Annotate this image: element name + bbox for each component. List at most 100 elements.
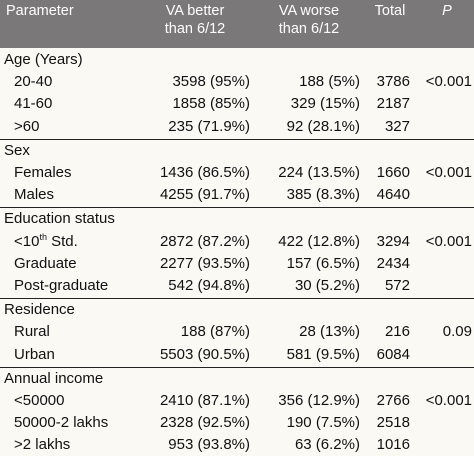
- table-row: Rural 188 (87%) 28 (13%) 216 0.09: [0, 321, 474, 343]
- cell-va-worse: 224 (13.5%): [278, 164, 360, 181]
- cell-va-worse: 329 (15%): [290, 95, 360, 113]
- row-label-text: 41-60: [14, 95, 53, 113]
- cell-va-better: 4255 (91.7%): [159, 186, 250, 204]
- header-parameter: Parameter: [6, 2, 74, 20]
- cell-total: 2187: [376, 95, 410, 113]
- row-label: >2 lakhs: [14, 434, 70, 456]
- cell-p-value: <0.001: [425, 164, 472, 181]
- row-label-text: Graduate: [14, 254, 77, 272]
- cell-va-worse: 92 (28.1%): [286, 117, 360, 135]
- row-label-text: <10: [14, 232, 40, 250]
- cell-va-worse: 28 (13%): [299, 323, 360, 341]
- cell-va-better: 2328 (92.5%): [159, 414, 250, 432]
- table-row: Urban 5503 (90.5%) 581 (9.5%) 6084: [0, 344, 474, 366]
- table-row: >60 235 (71.9%) 92 (28.1%) 327: [0, 116, 474, 138]
- cell-va-better: 1858 (85%): [172, 95, 250, 113]
- table-row: >2 lakhs 953 (93.8%) 63 (6.2%) 1016: [0, 434, 474, 456]
- cell-total: 327: [384, 117, 410, 135]
- cell-total: 1016: [376, 436, 410, 454]
- row-label-text: >2 lakhs: [14, 436, 71, 454]
- section-header-row: Education status: [0, 207, 474, 230]
- cell-total: 3786: [376, 73, 410, 91]
- cell-va-worse: 422 (12.8%): [278, 232, 360, 250]
- row-label: 20-40: [14, 71, 52, 93]
- cell-va-better: 2410 (87.1%): [159, 392, 250, 409]
- cell-total: 4640: [376, 186, 410, 204]
- row-label-text: <50000: [14, 392, 65, 409]
- table-row: Post-graduate 542 (94.8%) 30 (5.2%) 572: [0, 275, 474, 297]
- header-total: Total: [360, 2, 420, 20]
- cell-va-worse: 63 (6.2%): [294, 436, 360, 454]
- cell-p-value: 0.09: [442, 323, 472, 341]
- row-label: Females: [14, 162, 72, 184]
- section-title: Annual income: [4, 369, 104, 387]
- section-title: Sex: [4, 141, 30, 159]
- cell-va-worse: 385 (8.3%): [286, 186, 360, 204]
- header-va-worse-line1: VA worse: [278, 3, 340, 19]
- cell-va-better: 542 (94.8%): [168, 277, 250, 294]
- cell-va-worse: 30 (5.2%): [294, 277, 360, 294]
- section-title: Residence: [4, 301, 75, 319]
- cell-va-better: 188 (87%): [180, 323, 250, 341]
- header-p-value: P: [427, 2, 467, 20]
- cell-va-better: 953 (93.8%): [168, 436, 250, 454]
- cell-va-worse: 188 (5%): [299, 73, 360, 91]
- row-label: >60: [14, 116, 39, 138]
- section-header-row: Age (Years): [0, 49, 474, 71]
- table-row: <10th Std. 2872 (87.2%) 422 (12.8%) 3294 <0.…: [0, 231, 474, 253]
- header-va-worse-line2: than 6/12: [278, 21, 340, 37]
- cell-p-value: <0.001: [425, 232, 472, 250]
- table-row: Graduate 2277 (93.5%) 157 (6.5%) 2434: [0, 253, 474, 275]
- row-label-text: Females: [14, 164, 72, 181]
- row-label-text: 50000-2 lakhs: [14, 414, 109, 432]
- cell-va-worse: 190 (7.5%): [286, 414, 360, 432]
- row-label: 50000-2 lakhs: [14, 412, 108, 434]
- cell-p-value: <0.001: [425, 73, 472, 91]
- row-label: Post-graduate: [14, 275, 108, 297]
- cell-total: 216: [384, 323, 410, 341]
- cell-total: 2518: [376, 414, 410, 432]
- cell-va-better: 3598 (95%): [172, 73, 250, 91]
- cell-total: 2766: [376, 392, 410, 409]
- row-label: 41-60: [14, 93, 52, 115]
- row-label-text: Urban: [14, 345, 55, 363]
- row-label-text: Rural: [14, 323, 50, 341]
- row-label: Males: [14, 184, 54, 206]
- table-row: Females 1436 (86.5%) 224 (13.5%) 1660 <0.001: [0, 162, 474, 184]
- cell-total: 572: [384, 277, 410, 294]
- cell-total: 6084: [376, 345, 410, 363]
- cell-va-better: 235 (71.9%): [168, 117, 250, 135]
- section-header-row: Residence: [0, 298, 474, 321]
- row-label-suffix: Std.: [46, 232, 78, 250]
- row-label: Urban: [14, 344, 55, 366]
- cell-va-better: 5503 (90.5%): [159, 345, 250, 363]
- row-label-text: 20-40: [14, 73, 53, 91]
- row-label: Rural: [14, 321, 50, 343]
- header-total-label: Total: [374, 3, 406, 19]
- row-label-superscript: th: [39, 231, 47, 242]
- cell-total: 3294: [376, 232, 410, 250]
- section-header-row: Annual income: [0, 366, 474, 390]
- header-va-better-line2: than 6/12: [164, 21, 226, 37]
- table-row: 50000-2 lakhs 2328 (92.5%) 190 (7.5%) 2518: [0, 412, 474, 434]
- table-row: <50000 2410 (87.1%) 356 (12.9%) 2766 <0.001: [0, 390, 474, 412]
- table-row: 20-40 3598 (95%) 188 (5%) 3786 <0.001: [0, 71, 474, 93]
- header-va-better: VA better than 6/12: [136, 2, 254, 38]
- row-label-text: >60: [14, 117, 40, 135]
- cell-va-better: 2277 (93.5%): [159, 254, 250, 272]
- cell-va-worse: 581 (9.5%): [286, 345, 360, 363]
- cell-va-worse: 157 (6.5%): [286, 254, 360, 272]
- cell-total: 1660: [376, 164, 410, 181]
- header-va-worse: VA worse than 6/12: [250, 2, 368, 38]
- header-p-label: P: [442, 3, 452, 19]
- cell-p-value: <0.001: [425, 392, 472, 409]
- row-label: Graduate: [14, 253, 77, 275]
- cell-va-better: 1436 (86.5%): [159, 164, 250, 181]
- row-label: <50000: [14, 390, 64, 412]
- table-row: 41-60 1858 (85%) 329 (15%) 2187: [0, 93, 474, 115]
- row-label-text: Males: [14, 186, 55, 204]
- cell-total: 2434: [376, 254, 410, 272]
- section-header-row: Sex: [0, 138, 474, 162]
- section-title: Education status: [4, 210, 115, 228]
